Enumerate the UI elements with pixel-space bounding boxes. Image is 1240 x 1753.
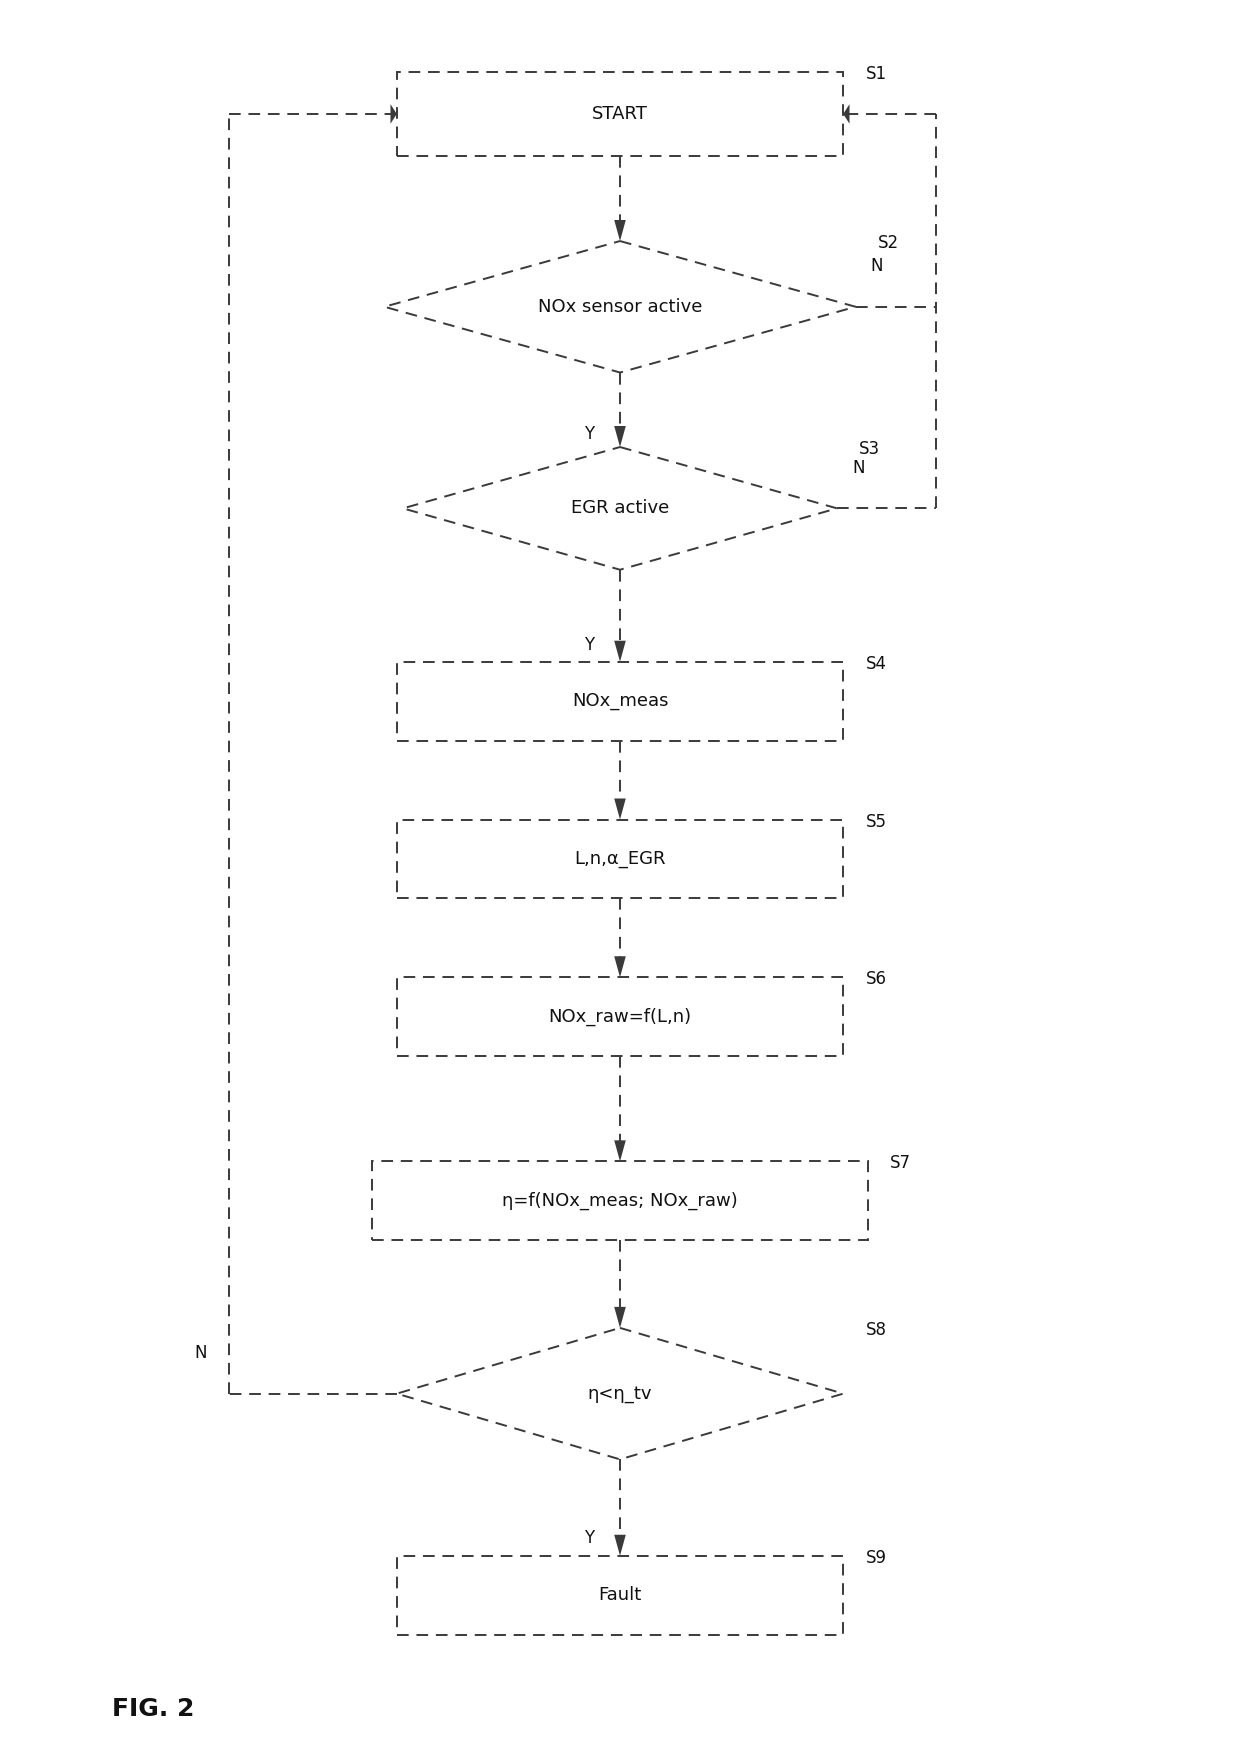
Text: S8: S8 (866, 1322, 887, 1339)
Text: NOx_meas: NOx_meas (572, 692, 668, 710)
Text: η=f(NOx_meas; NOx_raw): η=f(NOx_meas; NOx_raw) (502, 1192, 738, 1210)
Text: N: N (852, 459, 864, 477)
Text: S1: S1 (866, 65, 887, 82)
Text: N: N (195, 1345, 207, 1362)
Bar (397, 1557, 843, 1634)
Text: START: START (591, 105, 649, 123)
Text: Y: Y (584, 1529, 594, 1548)
Text: Y: Y (584, 636, 594, 654)
Text: S9: S9 (866, 1550, 887, 1567)
Text: S2: S2 (878, 235, 899, 252)
Bar (397, 72, 843, 156)
Bar (397, 820, 843, 899)
Text: S3: S3 (859, 440, 880, 458)
Polygon shape (614, 642, 626, 663)
Text: FIG. 2: FIG. 2 (112, 1697, 193, 1721)
Text: Y: Y (584, 424, 594, 442)
Polygon shape (843, 103, 849, 124)
Text: S4: S4 (866, 656, 887, 673)
Polygon shape (391, 103, 397, 124)
Bar (372, 1162, 868, 1241)
Polygon shape (614, 426, 626, 447)
Polygon shape (614, 799, 626, 820)
Polygon shape (614, 1308, 626, 1329)
Text: Fault: Fault (599, 1586, 641, 1604)
Text: NOx sensor active: NOx sensor active (538, 298, 702, 316)
Text: EGR active: EGR active (570, 500, 670, 517)
Text: S7: S7 (890, 1155, 911, 1173)
Text: L,n,α_EGR: L,n,α_EGR (574, 850, 666, 868)
Text: S5: S5 (866, 813, 887, 831)
Text: NOx_raw=f(L,n): NOx_raw=f(L,n) (548, 1008, 692, 1026)
Bar (397, 663, 843, 740)
Text: S6: S6 (866, 971, 887, 989)
Polygon shape (614, 1536, 626, 1557)
Text: N: N (870, 258, 883, 275)
Polygon shape (614, 221, 626, 242)
Polygon shape (614, 957, 626, 978)
Text: η<η_tv: η<η_tv (588, 1385, 652, 1402)
Bar (397, 978, 843, 1055)
Polygon shape (614, 1139, 626, 1160)
